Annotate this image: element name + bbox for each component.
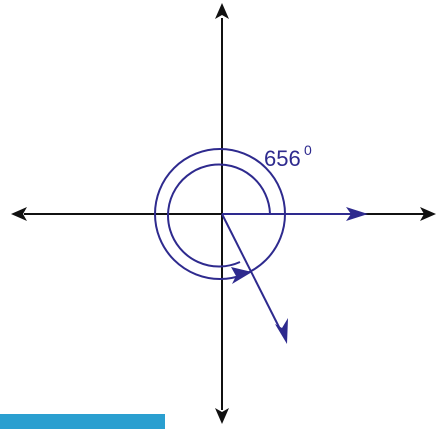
initial-side-ray <box>222 207 368 221</box>
rotation-arcs <box>154 148 286 284</box>
inner-rotation-arc <box>167 163 271 268</box>
rotation-arrowhead <box>231 267 252 284</box>
x-axis-left-arrowhead <box>11 207 27 221</box>
y-axis-top-arrowhead <box>215 3 229 19</box>
terminal-side-ray <box>221 213 288 344</box>
x-axis-right-arrowhead <box>420 207 436 221</box>
initial-side-arrowhead <box>346 207 368 221</box>
degree-symbol-text: 0 <box>304 142 312 158</box>
y-axis-bottom-arrowhead <box>215 408 229 424</box>
accent-bar <box>0 414 165 429</box>
angle-label: 656 0 <box>264 142 312 171</box>
terminal-side-arrowhead <box>275 318 288 344</box>
angle-value-text: 656 <box>264 146 301 171</box>
outer-rotation-circle <box>154 148 286 280</box>
